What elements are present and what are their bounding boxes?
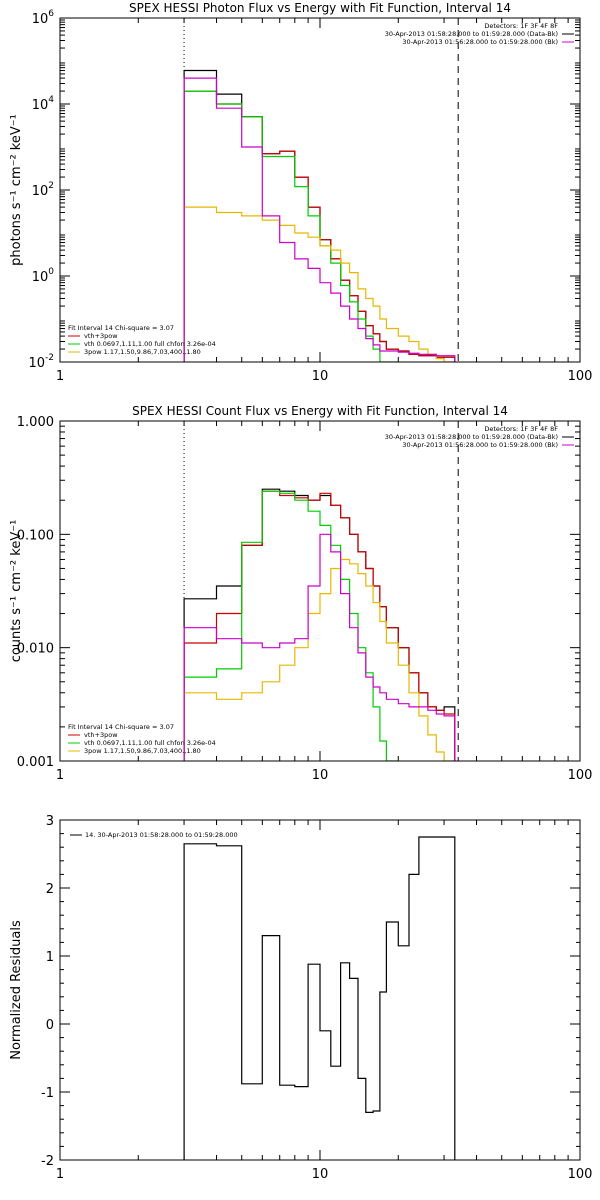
y-tick-label: -1 — [41, 1086, 54, 1101]
series-line-3 — [183, 206, 455, 362]
chart-title: SPEX HESSI Count Flux vs Energy with Fit… — [132, 404, 508, 418]
x-tick-label: 10 — [312, 1167, 329, 1182]
y-tick-label: 0 — [46, 1018, 54, 1033]
legend-text: Fit Interval 14 Chi-square = 3.07 — [68, 324, 174, 332]
residuals-chart: 1 10 100 -2 -1 0 1 2 3 Normalized Residuals 14. 30… — [9, 814, 593, 1182]
legend-text: 3pow 1.17,1.50,9.86,7.03,400.,1.80 — [84, 747, 201, 755]
y-tick-label: 0.010 — [17, 642, 54, 657]
legend-text: vth 0.0697,1.11,1.00 full chfon 3.26e-04 — [84, 739, 216, 747]
x-tick-label: 10 — [312, 369, 329, 384]
legend-text: 3pow 1.17,1.50,9.86,7.03,400.,1.80 — [84, 348, 201, 356]
y-tick-label: 104 — [32, 95, 55, 113]
y-tick-label: 102 — [32, 181, 54, 199]
x-tick-label: 1 — [56, 1167, 64, 1182]
count-flux-chart: SPEX HESSI Count Flux vs Energy with Fit… — [9, 404, 593, 783]
info-text: Detectors: 1F 3F 4F 8F — [484, 425, 558, 433]
series-line-0 — [183, 836, 456, 1160]
series-line-2 — [183, 90, 399, 362]
legend-text: vth+3pow — [84, 731, 118, 739]
series-group — [183, 69, 456, 362]
x-tick-label: 1 — [56, 768, 64, 783]
plot-frame — [59, 420, 581, 762]
x-tick-label: 1 — [56, 369, 64, 384]
info-text: Detectors: 1F 3F 4F 8F — [484, 22, 558, 30]
y-tick-label: 100 — [32, 267, 55, 285]
series-line-3 — [183, 558, 455, 761]
y-tick-label: 0.100 — [17, 528, 54, 543]
y-tick-label: 106 — [32, 9, 55, 27]
plot-frame — [59, 17, 581, 363]
series-line-1 — [183, 90, 456, 362]
y-tick-label: -2 — [41, 1154, 54, 1169]
chart-title: SPEX HESSI Photon Flux vs Energy with Fi… — [129, 1, 511, 15]
y-axis-label: Normalized Residuals — [9, 920, 24, 1060]
y-axis-label: counts s⁻¹ cm⁻² keV⁻¹ — [9, 520, 24, 663]
info-text: 30-Apr-2013 01:58:28.000 to 01:59:28.000… — [385, 30, 558, 38]
series-line-4 — [183, 533, 456, 761]
y-tick-label: 1 — [46, 950, 54, 965]
info-text: 30-Apr-2013 01:56:28.000 to 01:59:28.000… — [402, 38, 558, 46]
plot-frame — [59, 819, 581, 1161]
legend-text: vth+3pow — [84, 332, 118, 340]
series-line-2 — [183, 490, 399, 761]
series-line-4 — [183, 77, 456, 362]
y-tick-label: 3 — [46, 814, 54, 829]
series-group — [183, 488, 456, 761]
x-tick-label: 10 — [312, 768, 329, 783]
info-text: 30-Apr-2013 01:58:28.000 to 01:59:28.000… — [385, 433, 558, 441]
y-tick-label: 10-2 — [28, 353, 54, 371]
series-line-0 — [183, 488, 456, 761]
legend-text: Fit Interval 14 Chi-square = 3.07 — [68, 723, 174, 731]
y-tick-label: 1.000 — [17, 415, 54, 430]
photon-flux-chart: SPEX HESSI Photon Flux vs Energy with Fi… — [9, 1, 593, 384]
y-tick-label: 2 — [46, 882, 54, 897]
x-tick-label: 100 — [568, 369, 593, 384]
x-tick-label: 100 — [568, 768, 593, 783]
y-axis-label: photons s⁻¹ cm⁻² keV⁻¹ — [9, 114, 24, 266]
legend-text: 14. 30-Apr-2013 01:58:28.000 to 01:59:28… — [85, 831, 238, 839]
y-tick-label: 0.001 — [17, 755, 54, 770]
x-tick-label: 100 — [568, 1167, 593, 1182]
series-line-1 — [183, 490, 456, 761]
info-text: 30-Apr-2013 01:56:28.000 to 01:59:28.000… — [402, 441, 558, 449]
legend-text: vth 0.0697,1.11,1.00 full chfon 3.26e-04 — [84, 340, 216, 348]
series-group — [183, 836, 456, 1160]
